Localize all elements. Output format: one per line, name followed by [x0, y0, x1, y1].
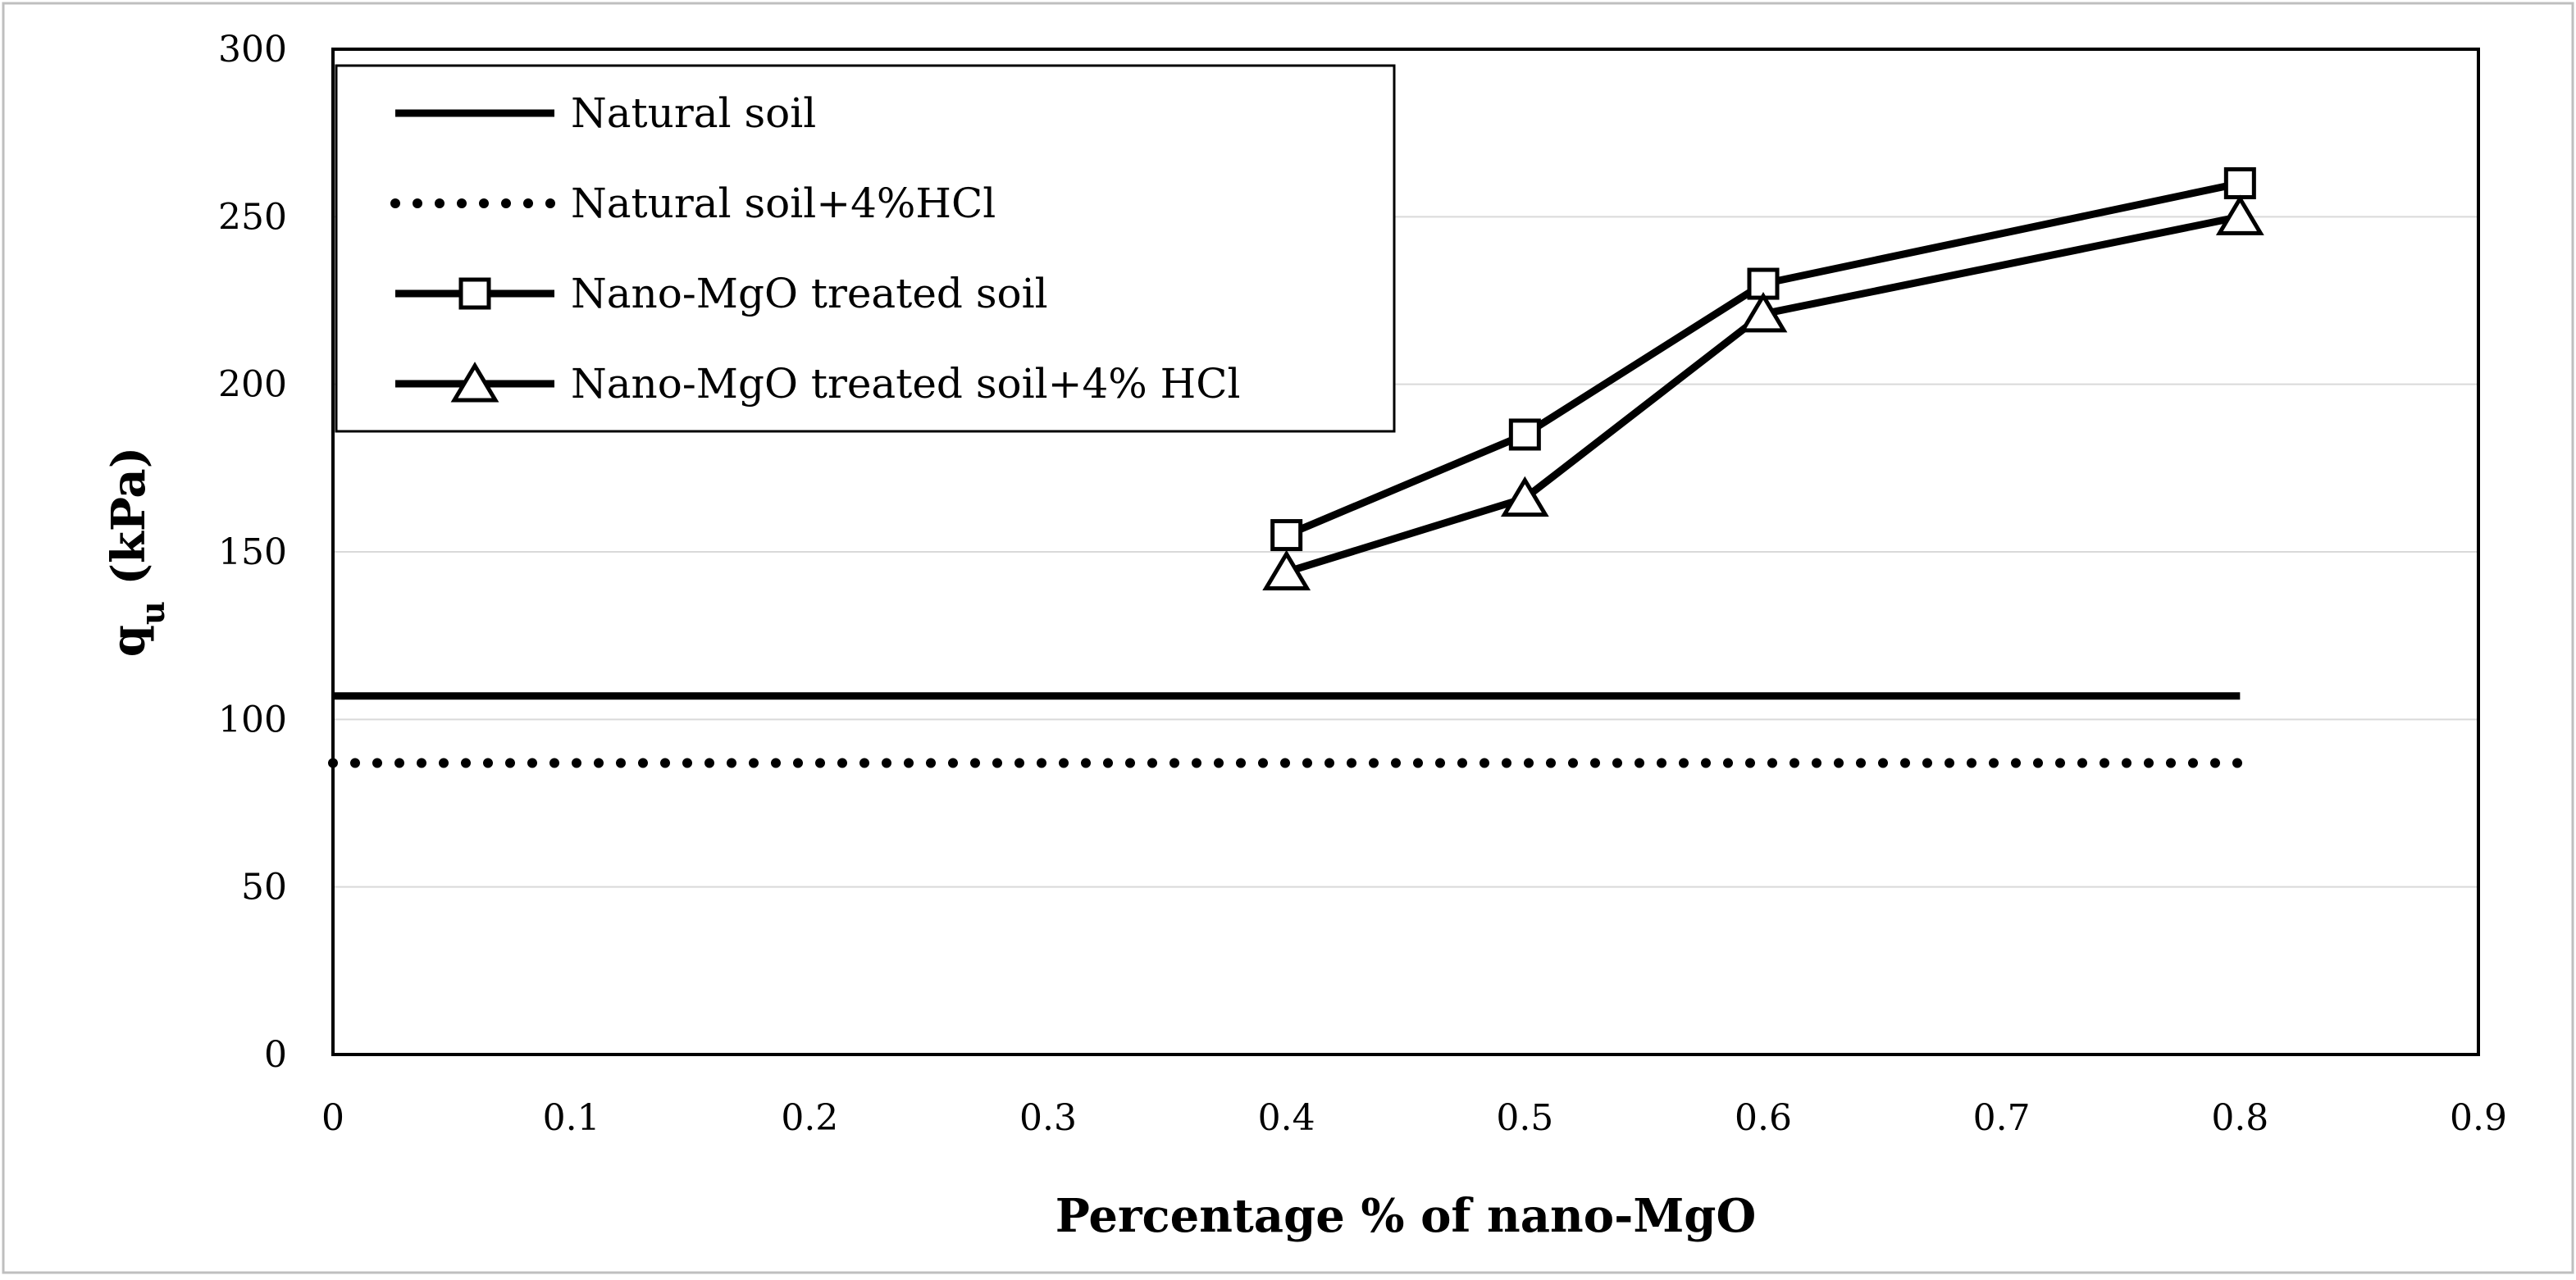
data-point-square — [1270, 519, 1303, 552]
x-tick-label: 0.1 — [543, 1097, 600, 1139]
legend-item-nano-mgo-treated-soil-4-hcl: Nano-MgO treated soil+4% HCl — [395, 360, 1241, 408]
data-point-triangle — [1739, 291, 1788, 333]
y-tick-label: 150 — [218, 531, 287, 573]
x-tick-label: 0.4 — [1258, 1097, 1315, 1139]
series-nano-mgo-treated-soil — [1270, 166, 2256, 552]
x-tick-label: 0.2 — [781, 1097, 838, 1139]
legend: Natural soil Natural soil+4%HCl Nano-MgO t… — [335, 64, 1396, 433]
series-line-nano-mgo-treated-soil-4-hcl — [1285, 212, 2241, 576]
y-tick-label: 0 — [264, 1034, 287, 1076]
data-point-square — [2223, 166, 2256, 199]
y-axis-title-symbol: q — [102, 625, 156, 657]
y-tick-label: 100 — [218, 699, 287, 740]
legend-item-natural-soil-4-hcl: Natural soil+4%HCl — [390, 180, 996, 227]
series-layer — [328, 166, 2264, 768]
plot-area-border — [331, 48, 2480, 1056]
x-tick-label: 0.9 — [2450, 1097, 2507, 1139]
data-point-triangle — [1262, 549, 1311, 591]
y-tick-label: 50 — [241, 867, 287, 909]
y-tick-label: 250 — [218, 196, 287, 238]
y-tick-label: 300 — [218, 29, 287, 71]
data-point-square — [1508, 418, 1541, 451]
x-tick-label: 0.7 — [1973, 1097, 2031, 1139]
legend-marker-triangle — [450, 362, 499, 403]
x-axis-title: Percentage % of nano-MgO — [1055, 1189, 1757, 1243]
legend-label: Natural soil — [571, 89, 816, 137]
x-tick-label: 0.8 — [2211, 1097, 2268, 1139]
legend-label: Nano-MgO treated soil — [571, 270, 1048, 317]
x-tick-label: 0 — [321, 1097, 344, 1139]
x-tick-label: 0.5 — [1496, 1097, 1553, 1139]
tick-labels: 0 50 100 150 200 250 300 0 0.1 0.2 0.3 0.4 0.5 0.6 0.7… — [218, 29, 2507, 1139]
series-line-nano-mgo-treated-soil — [1284, 180, 2241, 539]
series-nano-mgo-treated-soil-4-hcl — [1262, 194, 2264, 591]
legend-item-natural-soil: Natural soil — [395, 89, 816, 137]
data-point-triangle — [2215, 194, 2264, 235]
legend-item-nano-mgo-treated-soil: Nano-MgO treated soil — [395, 270, 1048, 317]
x-tick-label: 0.3 — [1019, 1097, 1077, 1139]
legend-label: Nano-MgO treated soil+4% HCl — [571, 360, 1241, 408]
legend-marker-square — [458, 277, 491, 310]
legend-label: Natural soil+4%HCl — [571, 180, 996, 227]
y-axis-title-unit: (kPa) — [102, 447, 156, 601]
data-point-triangle — [1500, 476, 1549, 517]
y-tick-label: 200 — [218, 364, 287, 406]
y-axis-title: qu (kPa) — [102, 447, 172, 657]
y-axis-title-subscript: u — [134, 601, 172, 625]
x-tick-label: 0.6 — [1735, 1097, 1792, 1139]
legend-box — [335, 64, 1396, 433]
